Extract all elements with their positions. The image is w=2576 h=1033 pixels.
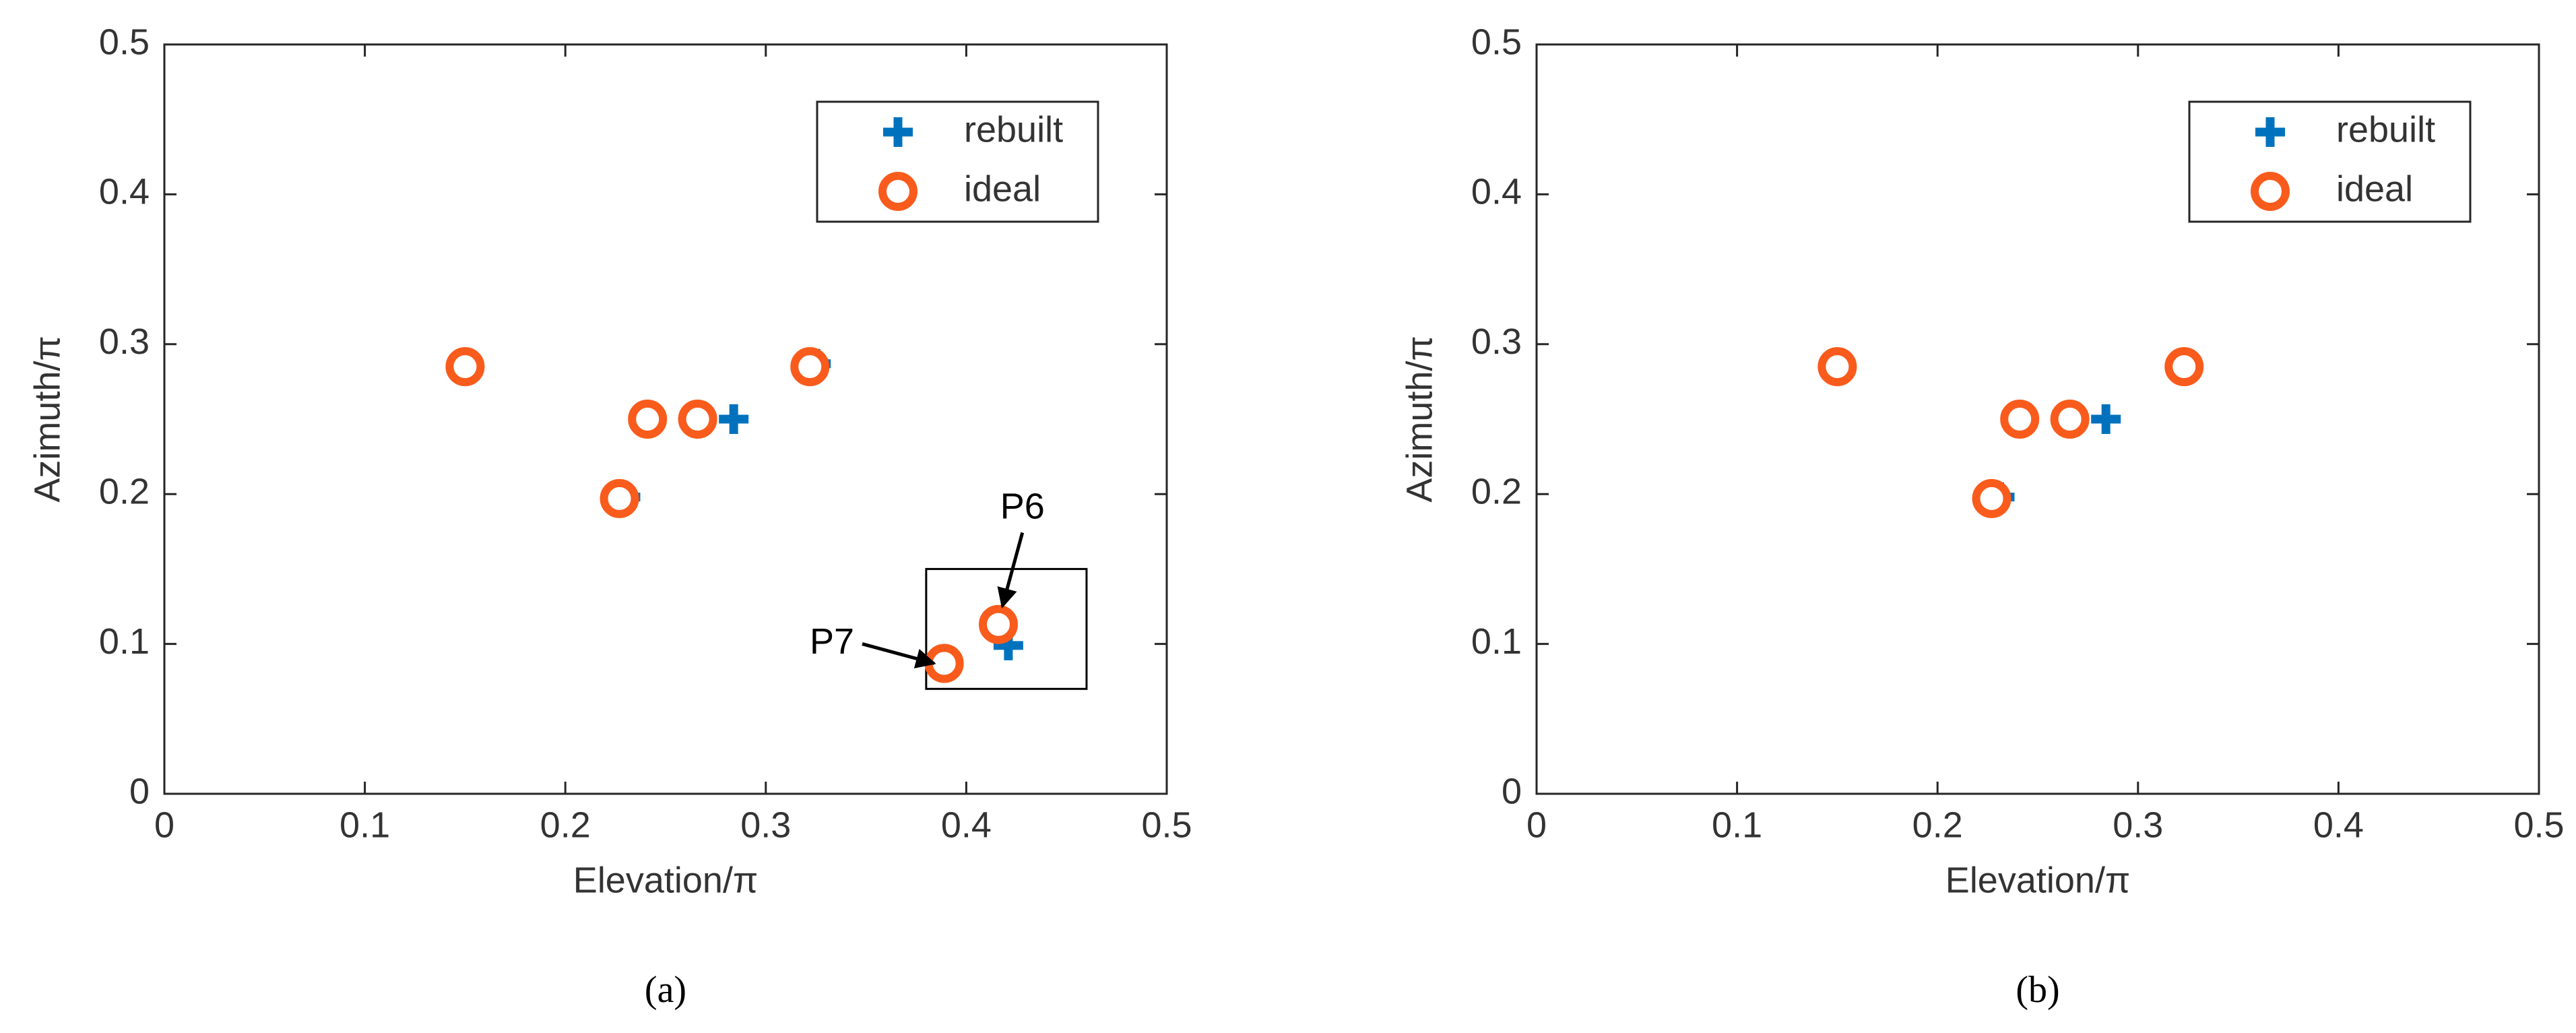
x-tick-label: 0 [1526,805,1547,845]
circle-marker [2164,347,2204,387]
legend-label: ideal [2336,168,2413,209]
annotation: P6 [1000,487,1045,527]
y-tick-label: 0.3 [99,321,150,362]
circle-marker [628,400,668,439]
y-tick-label: 0 [129,771,150,811]
x-tick-label: 0.2 [540,805,591,845]
circle-marker [979,604,1019,644]
y-tick-label: 0.1 [99,621,150,662]
arrow [997,532,1025,608]
x-tick-label: 0.4 [2313,805,2364,845]
circle-marker [2000,400,2040,439]
legend-symbol [883,117,913,147]
x-tick-label: 0.1 [340,805,390,845]
legend-box [816,100,1099,223]
x-axis-label: Elevation/π [1945,860,2130,900]
legend-symbol [2255,117,2285,147]
legend-symbol [878,172,917,211]
x-tick-label: 0.5 [2513,805,2564,845]
arrow [862,642,936,668]
x-tick-label: 0 [154,805,174,845]
y-tick-label: 0.4 [1471,172,1522,212]
caption: (b) [2016,969,2059,1011]
circle-marker [790,347,830,387]
circle-marker [445,347,485,387]
circle-marker [600,478,639,518]
plus-marker [719,404,749,434]
x-tick-label: 0.4 [941,805,992,845]
y-axis-label: Azimuth/π [27,336,67,502]
circle-marker [678,400,717,439]
legend-label: rebuilt [964,109,1063,150]
x-axis-label: Elevation/π [573,860,758,900]
legend-symbol [2251,172,2290,211]
y-tick-label: 0.1 [1471,621,1522,662]
y-tick-label: 0.5 [99,22,150,62]
y-tick-label: 0 [1502,771,1522,811]
y-axis-label: Azimuth/π [1399,336,1440,502]
zoom-box [925,567,1088,690]
x-tick-label: 0.3 [2113,805,2163,845]
y-tick-label: 0.2 [1471,471,1522,511]
circle-marker [1817,347,1857,387]
x-tick-label: 0.5 [1141,805,1192,845]
x-tick-label: 0.2 [1912,805,1963,845]
legend-box [2188,100,2472,223]
annotation: P7 [810,621,854,662]
x-tick-label: 0.1 [1712,805,1762,845]
circle-marker [2050,400,2090,439]
caption: (a) [645,969,686,1011]
y-tick-label: 0.5 [1471,22,1522,62]
circle-marker [1972,478,2011,518]
y-tick-label: 0.2 [99,471,150,511]
plus-marker [2091,404,2121,434]
x-tick-label: 0.3 [740,805,791,845]
y-tick-label: 0.3 [1471,321,1522,362]
legend-label: ideal [964,168,1041,209]
panel: 0 0.1 0.2 0.3 0.4 0.5 0 0.1 0.2 0.3 0.4 0.5 Elevatio… [27,22,1192,1011]
y-tick-label: 0.4 [99,172,150,212]
panel: 0 0.1 0.2 0.3 0.4 0.5 0 0.1 0.2 0.3 0.4 0.5 Elevatio… [1399,22,2564,1011]
legend-label: rebuilt [2336,109,2435,150]
